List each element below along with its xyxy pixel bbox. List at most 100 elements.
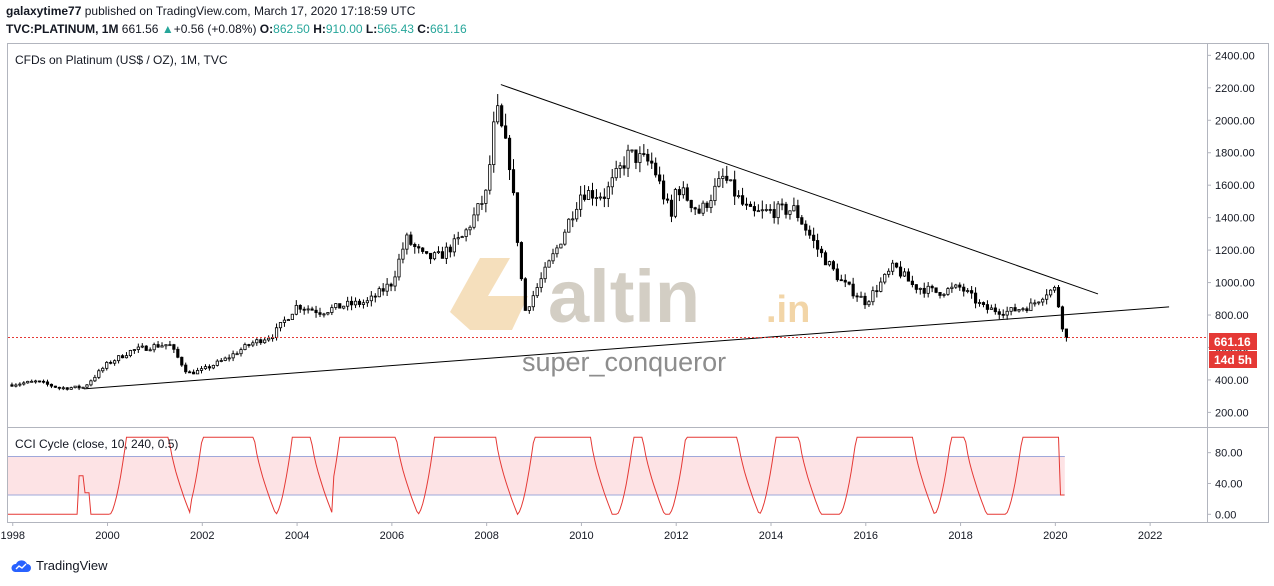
- candle-down: [425, 251, 429, 254]
- candle-down: [650, 160, 654, 164]
- candle-down: [507, 137, 512, 171]
- axes-layer: 200.00400.00600.00800.001000.001200.0014…: [0, 50, 1254, 542]
- price-tick-label: 1600.00: [1215, 180, 1255, 192]
- candle-down: [733, 179, 737, 197]
- candle-down: [180, 356, 184, 366]
- candle-up: [606, 186, 610, 199]
- candle-up: [278, 322, 283, 329]
- candle-up: [294, 304, 298, 315]
- price-tick-label: 2400.00: [1215, 50, 1255, 62]
- candle-up: [251, 342, 255, 346]
- candle-up: [342, 305, 346, 309]
- tradingview-brand[interactable]: TradingView: [10, 558, 108, 573]
- last-price-badge-text: 661.16: [1214, 335, 1251, 349]
- candle-down: [689, 199, 693, 209]
- candle-up: [124, 355, 129, 359]
- countdown-badge-text: 14d 5h: [1214, 353, 1252, 367]
- candle-down: [77, 385, 81, 389]
- time-tick-label: 2016: [854, 530, 878, 542]
- candle-up: [164, 344, 168, 347]
- candle-down: [922, 287, 926, 294]
- candle-up: [61, 387, 65, 390]
- last-price-badge: 661.16: [1209, 333, 1257, 350]
- candle-up: [227, 357, 231, 360]
- candle-down: [144, 345, 148, 351]
- candle-down: [816, 240, 820, 250]
- candle-down: [823, 252, 828, 266]
- candle-down: [970, 290, 974, 294]
- countdown-badge: 14d 5h: [1209, 351, 1257, 368]
- candle-up: [571, 218, 575, 221]
- candle-down: [338, 303, 342, 309]
- candle-down: [748, 203, 753, 207]
- candle-up: [776, 203, 780, 219]
- candle-down: [389, 283, 393, 287]
- candles-layer: [10, 94, 1068, 391]
- candle-up: [152, 344, 156, 351]
- candle-up: [764, 209, 768, 211]
- candle-up: [101, 367, 105, 372]
- candle-up: [22, 382, 26, 385]
- candle-up: [871, 290, 875, 303]
- candle-down: [780, 203, 784, 206]
- candle-down: [658, 174, 662, 182]
- candle-up: [282, 319, 287, 323]
- candle-up: [116, 355, 121, 362]
- candle-up: [239, 349, 243, 355]
- author-name[interactable]: galaxytime77: [6, 4, 82, 18]
- candle-up: [713, 185, 717, 202]
- candle-down: [697, 208, 701, 214]
- candle-down: [590, 190, 595, 199]
- candle-down: [958, 284, 962, 288]
- candle-up: [160, 345, 164, 348]
- candle-up: [456, 237, 460, 240]
- last-price: 661.56: [121, 22, 159, 36]
- cci-tick-label: 40.00: [1215, 478, 1243, 490]
- candle-up: [334, 303, 338, 308]
- candle-down: [665, 198, 670, 201]
- candle-up: [243, 344, 247, 351]
- candle-up: [1005, 310, 1009, 316]
- watermark-brand-suffix: .in: [766, 289, 810, 331]
- candle-up: [267, 337, 271, 341]
- candle-up: [492, 121, 496, 166]
- candle-down: [310, 308, 314, 311]
- cci-layer: [8, 436, 1065, 516]
- candle-down: [440, 251, 445, 259]
- candle-up: [203, 366, 208, 370]
- candle-down: [49, 383, 54, 387]
- time-tick-label: 2018: [948, 530, 972, 542]
- candle-down: [906, 271, 911, 282]
- high-label: H:: [313, 22, 326, 36]
- candle-up: [93, 376, 97, 382]
- time-tick-label: 2012: [664, 530, 688, 542]
- candle-up: [211, 364, 215, 369]
- candle-up: [709, 200, 713, 208]
- up-arrow-icon: ▲: [161, 22, 174, 36]
- candle-up: [168, 344, 172, 347]
- candle-up: [468, 226, 472, 231]
- candle-down: [409, 234, 413, 245]
- publish-info: galaxytime77 published on TradingView.co…: [6, 4, 415, 18]
- candle-up: [464, 229, 468, 237]
- candle-down: [973, 292, 978, 304]
- candle-down: [38, 380, 42, 383]
- candle-up: [460, 236, 464, 239]
- candle-down: [109, 361, 113, 364]
- candle-down: [417, 246, 421, 249]
- candle-up: [69, 387, 73, 390]
- candle-up: [452, 238, 456, 253]
- candle-down: [53, 385, 57, 388]
- candle-up: [918, 287, 922, 290]
- trendlines-layer: [8, 84, 1207, 390]
- candle-up: [361, 302, 366, 305]
- candle-up: [136, 346, 140, 350]
- candle-up: [432, 252, 437, 260]
- candle-up: [827, 261, 832, 266]
- time-tick-label: 2004: [285, 530, 309, 542]
- candle-up: [34, 380, 38, 383]
- watermark-brand: altin: [548, 255, 700, 338]
- candle-down: [725, 175, 729, 181]
- candle-up: [531, 295, 535, 308]
